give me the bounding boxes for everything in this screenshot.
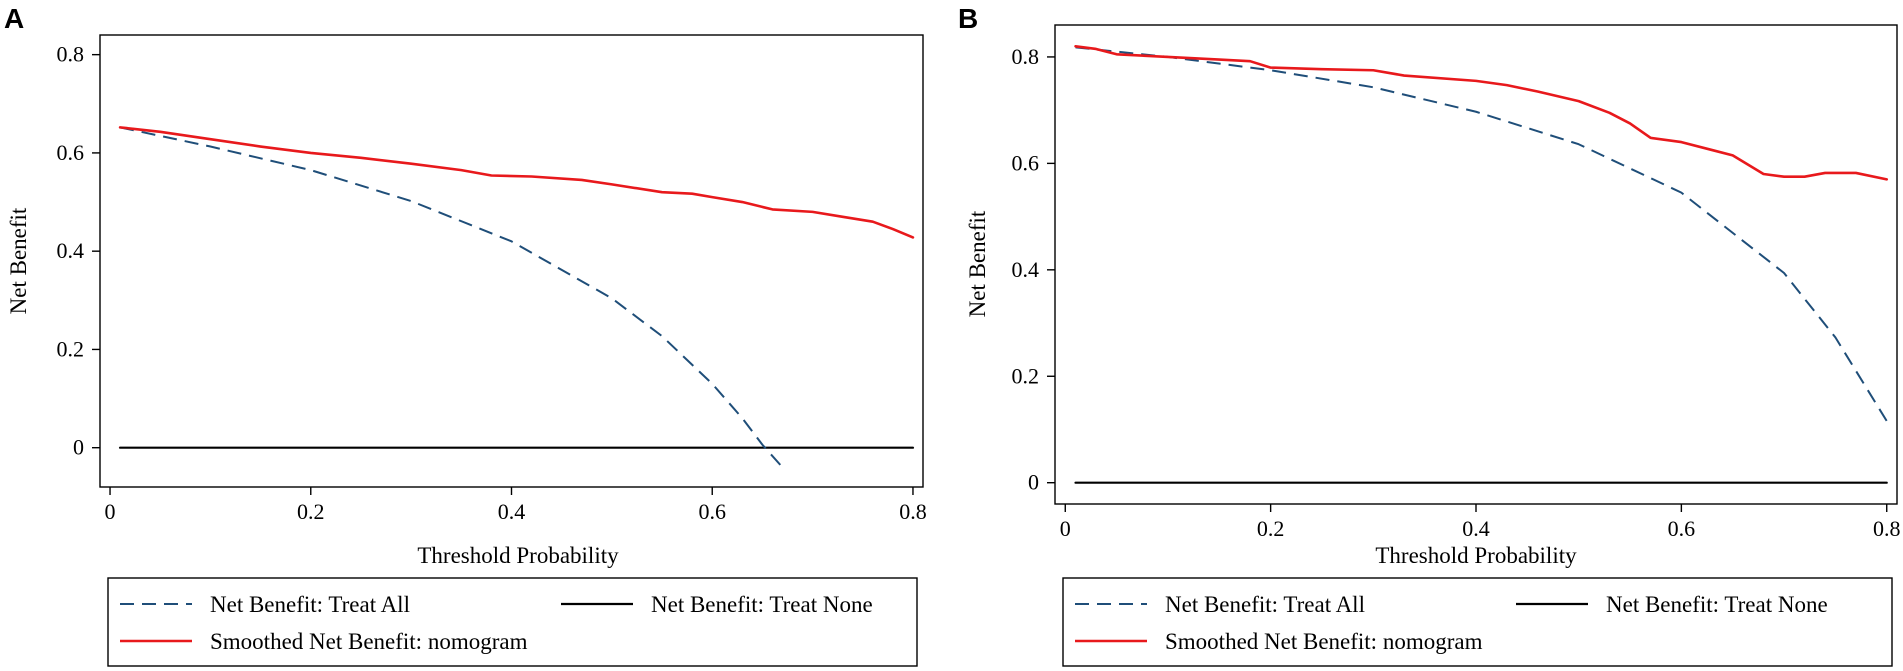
panel-a-series-treat-all bbox=[119, 126, 784, 469]
panel-b-y-axis-title: Net Benefit bbox=[965, 210, 990, 317]
panel-b-legend-treat-all: Net Benefit: Treat All bbox=[1165, 592, 1365, 617]
panel-b-label: B bbox=[958, 3, 978, 34]
panel-a-x-tick-label: 0.4 bbox=[498, 499, 526, 524]
panel-a-label: A bbox=[4, 3, 24, 34]
panel-b-series-nomogram bbox=[1074, 44, 1889, 181]
panel-a-legend-box bbox=[107, 577, 918, 667]
panel-a-y-tick-label: 0.6 bbox=[57, 140, 85, 165]
panel-b-x-axis-title: Threshold Probability bbox=[1375, 543, 1577, 568]
panel-b-series-treat-all bbox=[1075, 46, 1888, 422]
panel-a-legend-nomogram: Smoothed Net Benefit: nomogram bbox=[210, 629, 528, 654]
panel-a-x-tick-label: 0 bbox=[105, 499, 116, 524]
panel-b-legend-nomogram: Smoothed Net Benefit: nomogram bbox=[1165, 629, 1483, 654]
panel-b-x-tick-label: 0.4 bbox=[1462, 516, 1490, 541]
panel-a-series-nomogram bbox=[118, 126, 915, 239]
panel-b-y-tick-label: 0.4 bbox=[1012, 257, 1040, 282]
panel-a-y-axis-title: Net Benefit bbox=[6, 207, 31, 314]
panel-b-y-tick-label: 0.2 bbox=[1012, 363, 1040, 388]
panel-a-legend-treat-all: Net Benefit: Treat All bbox=[210, 592, 410, 617]
panel-b-x-tick-label: 0.2 bbox=[1257, 516, 1285, 541]
panel-a-x-tick-label: 0.2 bbox=[297, 499, 325, 524]
panel-a-y-tick-label: 0.8 bbox=[57, 42, 85, 67]
panel-a-x-tick-label: 0.6 bbox=[698, 499, 726, 524]
panel-b-legend-treat-none: Net Benefit: Treat None bbox=[1606, 592, 1828, 617]
panel-a-x-axis-title: Threshold Probability bbox=[417, 543, 619, 568]
panel-b-x-tick-label: 0.8 bbox=[1873, 516, 1901, 541]
panel-b-plot-frame bbox=[1054, 24, 1898, 505]
panel-a-legend-treat-none: Net Benefit: Treat None bbox=[651, 592, 873, 617]
panel-a-plot-frame bbox=[99, 34, 924, 488]
panel-b-legend-box bbox=[1062, 577, 1893, 667]
panel-b: B 0 0.2 0.4 0.6 0.8 0 0.2 0.4 0.6 0.8 Threshold … bbox=[958, 3, 1901, 667]
panel-a-y-tick-label: 0.4 bbox=[57, 238, 85, 263]
panel-a-y-tick-label: 0.2 bbox=[57, 336, 85, 361]
panel-a-x-tick-label: 0.8 bbox=[899, 499, 927, 524]
panel-b-x-tick-label: 0 bbox=[1060, 516, 1071, 541]
panel-b-y-tick-label: 0 bbox=[1028, 470, 1039, 495]
panel-b-y-tick-label: 0.6 bbox=[1012, 150, 1040, 175]
panel-a: A 0 0.2 0.4 0.6 0.8 0 0.2 0.4 0.6 0.8 Threshold … bbox=[4, 3, 927, 667]
panel-b-y-tick-label: 0.8 bbox=[1012, 44, 1040, 69]
panel-a-y-tick-label: 0 bbox=[73, 435, 84, 460]
panel-b-x-tick-label: 0.6 bbox=[1668, 516, 1696, 541]
